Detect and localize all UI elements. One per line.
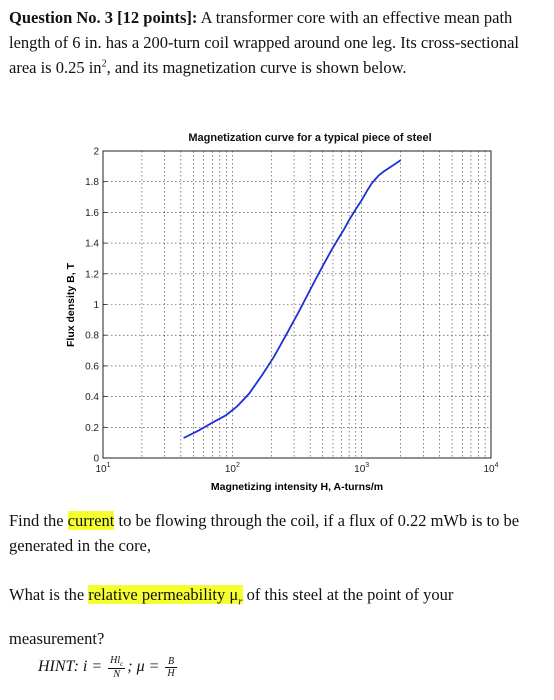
frac2-numerator: B [165,656,177,668]
y-axis-label: Flux density B, T [65,262,77,347]
magnetization-curve [183,159,402,439]
y-tick-label: 2 [93,147,99,158]
y-tick-label: 0.6 [85,361,99,372]
chart-title: Magnetization curve for a typical piece … [188,132,432,144]
y-tick-label: 1.2 [85,269,99,280]
relative-permeability-highlight: relative permeability μr [88,585,243,608]
y-tick-label: 0.2 [85,423,99,434]
y-tick-label: 1.6 [85,208,99,219]
frac1-numerator: Hl [110,655,121,666]
mu-fraction: B H [165,656,177,679]
mu-subscript: r [238,595,243,608]
grid [103,151,491,458]
x-tick-label: 101 [95,462,110,475]
find-text-before: Find the [9,511,68,530]
x-tick-label: 102 [225,462,240,475]
question-heading: Question No. 3 [12 points]: [9,8,198,27]
magnetization-chart: Magnetization curve for a typical piece … [60,130,500,500]
y-tick-label: 1 [93,300,99,311]
question-text: Question No. 3 [12 points]: A transforme… [9,5,544,80]
rel-text-before: What is the [9,585,89,604]
relative-permeability-question: What is the relative permeability μr of … [9,576,549,658]
area-exponent: 2 [101,58,107,70]
question-text-part2: , and its magnetization curve is shown b… [106,58,407,77]
x-tick-label: 103 [354,462,369,475]
x-axis-label: Magnetizing intensity H, A-turns/m [211,481,383,493]
rel-highlight-text: relative permeability μ [88,585,239,604]
y-tick-label: 1.4 [85,239,99,250]
y-tick-label: 0 [93,454,99,465]
plot-area [103,151,491,458]
hint-separator: ; μ = [127,658,160,676]
y-tick-label: 0.8 [85,331,99,342]
frac1-num-subscript: c [120,660,124,668]
x-tick-label: 104 [483,462,498,475]
frac1-denominator: N [113,669,121,680]
y-tick-label: 1.8 [85,177,99,188]
frac2-denominator: H [167,668,175,679]
plot-frame [102,150,492,459]
find-current-question: Find the current to be flowing through t… [9,508,549,558]
question-text-part1: A transformer core with an effective mea… [9,8,519,77]
hint-formula: HINT: i = Hlc N ; μ = B H [38,655,179,680]
find-text-after: to be flowing through the coil, if a flu… [9,511,520,555]
hint-label: HINT: i = [38,658,103,676]
current-fraction: Hlc N [108,655,126,680]
y-tick-label: 0.4 [85,392,99,403]
rel-text-after: of this steel at the point of your measu… [9,585,454,649]
current-highlight: current [67,511,115,530]
